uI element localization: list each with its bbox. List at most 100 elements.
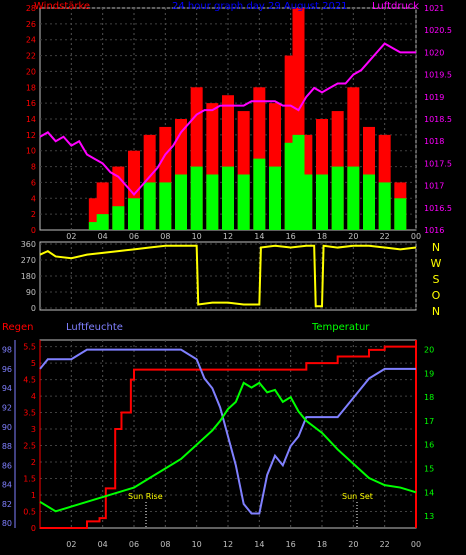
windmean-bar bbox=[253, 158, 266, 230]
windspeed-tick-label: 0 bbox=[31, 226, 36, 235]
wind-direction-line bbox=[39, 244, 417, 308]
rain-line bbox=[40, 345, 416, 529]
windmean-bar bbox=[269, 166, 281, 230]
luftdruck-label: Luftdruck bbox=[372, 1, 419, 12]
temperatur-label: Temperatur bbox=[311, 322, 370, 333]
windspeed-tick-label: 18 bbox=[26, 83, 36, 92]
pressure-tick-label: 1020 bbox=[424, 48, 444, 57]
x-tick-label: 14 bbox=[254, 540, 264, 549]
windmean-bar bbox=[237, 174, 250, 230]
x-tick-label: 02 bbox=[66, 232, 76, 241]
windspeed-tick-label: 8 bbox=[31, 163, 36, 172]
humidity-line bbox=[39, 348, 416, 515]
x-tick-label: 20 bbox=[348, 232, 358, 241]
windmean-bar bbox=[378, 182, 391, 230]
rain-tick-label: 1.5 bbox=[23, 475, 36, 484]
x-tick-label: 16 bbox=[286, 232, 296, 241]
x-tick-label: 04 bbox=[98, 232, 108, 241]
compass-letter: N bbox=[432, 241, 440, 254]
pressure-tick-label: 1020.5 bbox=[424, 26, 452, 35]
windmean-bar bbox=[175, 174, 187, 230]
x-tick-label: 00 bbox=[411, 540, 421, 549]
windmean-bar bbox=[394, 198, 407, 230]
chart-title: 24 hour graph day 29 August 2021 bbox=[172, 1, 348, 12]
temperature-tick-label: 16 bbox=[424, 441, 434, 450]
x-tick-label: 08 bbox=[160, 540, 170, 549]
rain-tick-label: 1 bbox=[31, 491, 36, 500]
x-tick-label: 20 bbox=[348, 540, 358, 549]
temperature-tick-labels: 13 14 15 16 17 18 19 20 bbox=[424, 346, 434, 522]
humidity-tick-label: 84 bbox=[2, 481, 12, 490]
luftfeuchte-label: Luftfeuchte bbox=[66, 322, 123, 333]
windspeed-tick-label: 2 bbox=[31, 210, 36, 219]
pressure-tick-label: 1019 bbox=[424, 93, 444, 102]
pressure-tick-label: 1021 bbox=[424, 4, 444, 13]
x-tick-label: 12 bbox=[223, 540, 233, 549]
windspeed-tick-label: 22 bbox=[26, 52, 36, 61]
x-tick-label: 18 bbox=[317, 540, 327, 549]
windmean-bar bbox=[128, 198, 140, 230]
temperature-tick-label: 15 bbox=[424, 465, 434, 474]
x-tick-label: 02 bbox=[66, 540, 76, 549]
windspeed-tick-label: 10 bbox=[26, 147, 36, 156]
x-tick-label: 06 bbox=[129, 232, 139, 241]
x-tick-label: 14 bbox=[254, 232, 264, 241]
windmean-bar bbox=[96, 214, 109, 230]
windmean-bar bbox=[143, 182, 156, 230]
panel2-tick-labels: 0 90 180 270 360 bbox=[21, 240, 36, 313]
windmean-bar bbox=[112, 206, 125, 230]
windspeed-tick-label: 28 bbox=[26, 4, 36, 13]
windspeed-tick-label: 24 bbox=[26, 36, 36, 45]
panel-rain-humidity-temp: Regen Luftfeuchte Temperatur 0 0.5 1 1.5 2 2.… bbox=[2, 322, 434, 549]
rain-tick-label: 5.5 bbox=[23, 343, 36, 352]
humidity-tick-label: 96 bbox=[2, 365, 12, 374]
rain-tick-label: 2.5 bbox=[23, 442, 36, 451]
x-tick-label: 22 bbox=[380, 232, 390, 241]
windmean-bar bbox=[300, 174, 313, 230]
windmean-bar bbox=[363, 174, 375, 230]
windmean-bar bbox=[347, 166, 360, 230]
rain-tick-label: 2 bbox=[31, 458, 36, 467]
x-tick-label: 18 bbox=[317, 232, 327, 241]
direction-tick-label: 360 bbox=[21, 240, 36, 249]
x-tick-label: 10 bbox=[192, 232, 202, 241]
windmean-bar bbox=[159, 182, 172, 230]
windspeed-tick-label: 26 bbox=[26, 20, 36, 29]
humidity-tick-label: 92 bbox=[2, 403, 12, 412]
windspeed-tick-label: 4 bbox=[31, 194, 36, 203]
humidity-tick-labels: 80 82 84 86 88 90 92 94 96 98 bbox=[2, 346, 12, 529]
windmean-bar bbox=[331, 166, 344, 230]
windmean-bar bbox=[88, 222, 101, 230]
x-tick-label: 00 bbox=[411, 232, 421, 241]
pressure-tick-label: 1018.5 bbox=[424, 115, 452, 124]
compass-letter: S bbox=[433, 273, 440, 286]
humidity-tick-label: 80 bbox=[2, 519, 12, 528]
windmean-bar bbox=[190, 166, 203, 230]
rain-tick-label: 3 bbox=[31, 425, 36, 434]
regen-label: Regen bbox=[2, 322, 34, 333]
sunset-label: Sun Set bbox=[342, 492, 373, 501]
sunrise-label: Sun Rise bbox=[128, 492, 163, 501]
rain-tick-labels: 0 0.5 1 1.5 2 2.5 3 3.5 4 4.5 5 5.5 bbox=[23, 343, 36, 533]
x-tick-label: 10 bbox=[192, 540, 202, 549]
direction-tick-label: 90 bbox=[26, 288, 36, 297]
rain-tick-label: 4.5 bbox=[23, 376, 36, 385]
humidity-tick-label: 94 bbox=[2, 384, 12, 393]
pressure-tick-label: 1016.5 bbox=[424, 204, 452, 213]
temperature-tick-label: 13 bbox=[424, 512, 434, 521]
direction-tick-label: 0 bbox=[31, 304, 36, 313]
compass-letter: W bbox=[431, 257, 442, 270]
rain-tick-label: 3.5 bbox=[23, 409, 36, 418]
temperature-line bbox=[39, 381, 417, 513]
temperature-tick-label: 19 bbox=[424, 369, 434, 378]
windspeed-tick-label: 12 bbox=[26, 131, 36, 140]
temperature-tick-label: 17 bbox=[424, 417, 434, 426]
rain-tick-label: 5 bbox=[31, 359, 36, 368]
temperature-tick-label: 20 bbox=[424, 346, 434, 355]
pressure-tick-label: 1017 bbox=[424, 182, 444, 191]
rain-tick-label: 0.5 bbox=[23, 508, 36, 517]
